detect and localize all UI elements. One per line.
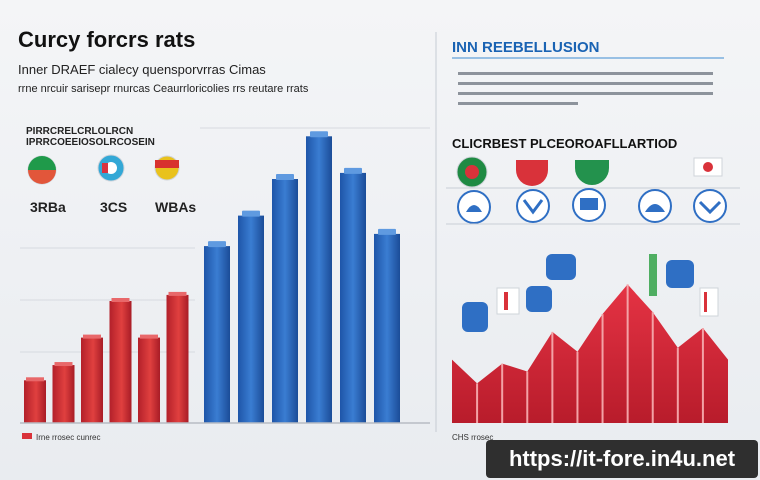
blue-marker-4 [462, 302, 488, 332]
red-bar-1 [24, 380, 46, 423]
flag-icon-group [27, 154, 180, 185]
right-footnote: CHS rrosec [452, 433, 493, 442]
blue-flag-icon [97, 154, 125, 182]
coin-icon-4 [638, 189, 672, 223]
red-bar-cap-6 [168, 291, 187, 296]
blue-bar-cap-5 [344, 167, 362, 174]
left-footnote: Irne rrosec cunrec [36, 433, 100, 442]
japan-flag-icon [693, 157, 723, 177]
right-panel-subtitle: CLICRBEST PLCEOROAFLLARTIOD [452, 136, 677, 151]
red-bar-3 [81, 337, 103, 423]
red-bar-cap-2 [54, 362, 73, 367]
red-bar-4 [109, 301, 132, 423]
right-flag-row [456, 156, 723, 188]
legend-title-line1: PIRRCRELCRLOLRCN [26, 126, 133, 137]
blue-marker-1 [546, 254, 576, 280]
blue-bar-cap-2 [242, 210, 260, 217]
blue-bar-cap-6 [378, 228, 396, 235]
green-red-flag-icon [456, 156, 488, 188]
coin-icon-5 [693, 189, 727, 223]
red-yellow-flag-icon [154, 155, 180, 181]
mini-flag-marker-1 [496, 287, 520, 315]
red-bar-6 [166, 294, 189, 423]
mini-flag-marker-2 [649, 254, 657, 296]
coin-icon-2 [516, 189, 550, 223]
blue-bar-cap-3 [276, 174, 294, 180]
page-title: Curcy forcrs rats [18, 27, 195, 52]
area-accents [462, 254, 719, 332]
red-white-flag-icon [516, 160, 548, 186]
blue-bar-cap-1 [208, 241, 226, 248]
flag-value-3: WBAs [155, 199, 196, 215]
area-fill [452, 284, 728, 423]
blue-bar-3 [272, 179, 298, 423]
green-white-flag-icon [575, 160, 609, 185]
blue-marker-2 [666, 260, 694, 288]
legend-title-line2: IPRRCOEEIOSOLRCOSEIN [26, 137, 155, 148]
blue-marker-3 [526, 286, 552, 312]
red-bar-2 [52, 365, 75, 423]
red-bar-cap-5 [140, 334, 158, 339]
page-subtitle-line1: Inner DRAEF cialecy quensporvrras Cimas [18, 62, 266, 77]
blue-bar-1 [204, 246, 230, 423]
right-panel-title: INN REEBELLUSION [452, 39, 600, 56]
blue-bar-2 [238, 215, 264, 423]
blue-bar-4 [306, 136, 332, 424]
blue-bar-cap-4 [310, 131, 328, 138]
area-chart [452, 284, 728, 423]
blue-bar-6 [374, 233, 400, 423]
page-subtitle-line2: rrne nrcuir sarisepr rnurcas Ceaurrloric… [18, 83, 309, 95]
flag-value-1: 3RBa [30, 199, 66, 215]
right-text-lines [458, 72, 713, 105]
red-bar-cap-1 [26, 377, 44, 382]
footnote-swatch [22, 433, 32, 439]
red-bar-series [24, 291, 189, 423]
right-icon-row [457, 188, 727, 224]
italy-flag-icon [27, 155, 57, 185]
red-bar-cap-3 [83, 334, 101, 339]
blue-bar-series [204, 131, 400, 424]
mini-flag-marker-3 [699, 287, 719, 317]
flag-value-2: 3CS [100, 199, 127, 215]
coin-icon-1 [457, 190, 491, 224]
blue-bar-5 [340, 172, 366, 423]
left-gridlines [20, 127, 430, 353]
coin-icon-3 [572, 188, 606, 222]
red-bar-5 [138, 337, 160, 423]
watermark-url: https://it-fore.in4u.net [486, 440, 758, 478]
red-bar-cap-4 [111, 298, 130, 302]
